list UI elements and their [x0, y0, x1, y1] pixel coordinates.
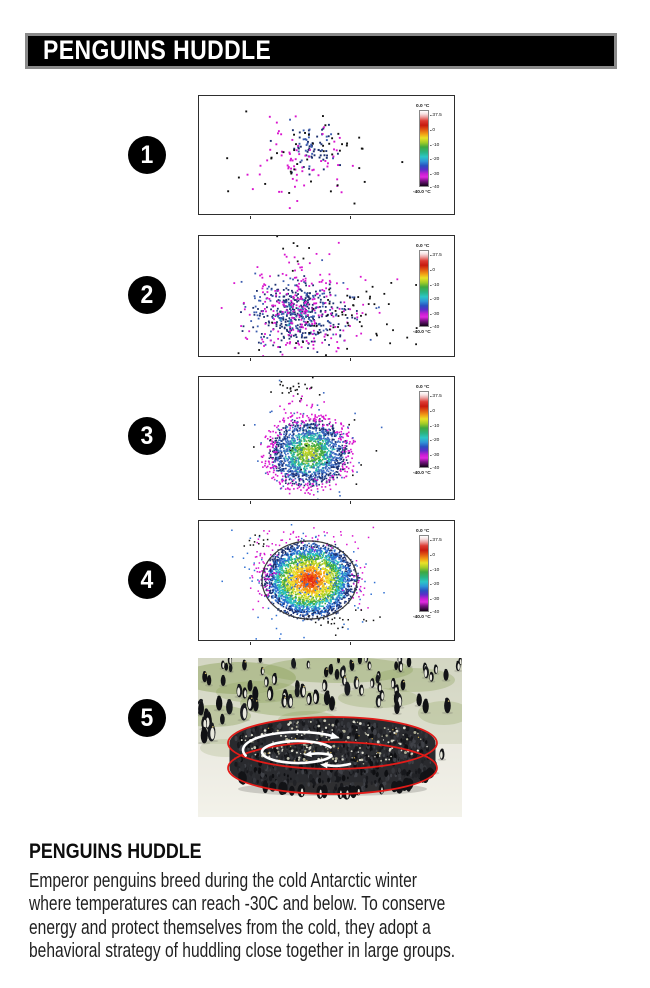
colorbar-min-label: -40.0 °C — [413, 329, 431, 335]
axis-tick — [350, 215, 351, 219]
colorbar-gradient — [419, 535, 429, 612]
colorbar-scale: 37.5 0 -10 -20 -30 -40 — [413, 535, 453, 615]
colorbar-min-label: -40.0 °C — [413, 470, 431, 476]
colorbar-tick: 37.5 — [430, 393, 442, 399]
colorbar-tick: -40 — [430, 465, 440, 471]
simulation-panel-3: 0.0 °C 37.5 0 -10 -20 -30 -40 -40.0 °C — [198, 376, 455, 504]
colorbar-tick: 37.5 — [430, 252, 442, 258]
colorbar-tick: -20 — [430, 581, 440, 587]
page-title: PENGUINS HUDDLE — [43, 34, 272, 65]
step-3-number: 3 — [140, 421, 154, 450]
simulation-panel-4: 0.0 °C 37.5 0 -10 -20 -30 -40 -40.0 °C — [198, 520, 455, 645]
scatter-plot-3 — [199, 377, 454, 499]
colorbar-tick: -30 — [430, 596, 440, 602]
colorbar-gradient — [419, 391, 429, 468]
colorbar-max-label: 0.0 °C — [416, 243, 430, 249]
step-3-badge: 3 — [128, 417, 166, 455]
temperature-colorbar-2: 0.0 °C 37.5 0 -10 -20 -30 -40 -40.0 °C — [413, 243, 453, 335]
step-4-badge: 4 — [128, 561, 166, 599]
step-2-badge: 2 — [128, 276, 166, 314]
axis-tick — [350, 500, 351, 504]
temperature-colorbar-3: 0.0 °C 37.5 0 -10 -20 -30 -40 -40.0 °C — [413, 384, 453, 476]
simulation-panel-1: 0.0 °C 37.5 0 -10 -20 -30 -40 -40.0 °C — [198, 95, 455, 219]
colorbar-tick: 0 — [430, 552, 436, 558]
colorbar-tick: -10 — [430, 423, 440, 429]
colorbar-scale: 37.5 0 -10 -20 -30 -40 — [413, 391, 453, 471]
colorbar-max-label: 0.0 °C — [416, 103, 430, 109]
colorbar-gradient — [419, 250, 429, 327]
step-4-number: 4 — [140, 565, 154, 594]
step-1-number: 1 — [140, 140, 154, 169]
colorbar-tick: -30 — [430, 311, 440, 317]
colorbar-tick: -10 — [430, 282, 440, 288]
axis-tick — [250, 215, 251, 219]
colorbar-tick: -10 — [430, 142, 440, 148]
colorbar-tick: -20 — [430, 437, 440, 443]
colorbar-tick: -20 — [430, 156, 440, 162]
colorbar-scale: 37.5 0 -10 -20 -30 -40 — [413, 250, 453, 330]
step-5-number: 5 — [140, 703, 154, 732]
colorbar-scale: 37.5 0 -10 -20 -30 -40 — [413, 110, 453, 190]
colorbar-tick: -30 — [430, 452, 440, 458]
photo-canvas — [198, 658, 462, 817]
colorbar-max-label: 0.0 °C — [416, 384, 430, 390]
title-bar: PENGUINS HUDDLE — [25, 33, 617, 69]
colorbar-tick: 0 — [430, 127, 436, 133]
footer-paragraph: Emperor penguins breed during the cold A… — [29, 869, 590, 963]
colorbar-tick: 0 — [430, 408, 436, 414]
axis-tick — [250, 500, 251, 504]
colorbar-tick: -40 — [430, 324, 440, 330]
colorbar-gradient — [419, 110, 429, 187]
scatter-plot-4 — [199, 521, 454, 640]
scatter-plot-2 — [199, 236, 454, 356]
colorbar-tick: -10 — [430, 567, 440, 573]
axis-tick — [250, 641, 251, 645]
colorbar-tick: -20 — [430, 296, 440, 302]
simulation-panel-2: 0.0 °C 37.5 0 -10 -20 -30 -40 -40.0 °C — [198, 235, 455, 361]
axis-tick — [350, 357, 351, 361]
axis-tick — [350, 641, 351, 645]
scatter-plot-1 — [199, 96, 454, 214]
axis-tick — [250, 357, 251, 361]
colorbar-tick: -40 — [430, 184, 440, 190]
footer-line: Emperor penguins breed during the cold A… — [29, 869, 417, 892]
colorbar-tick: 0 — [430, 267, 436, 273]
colorbar-tick: 37.5 — [430, 537, 442, 543]
step-2-number: 2 — [140, 280, 154, 309]
step-5-badge: 5 — [128, 699, 166, 737]
footer-heading: PENGUINS HUDDLE — [29, 840, 202, 863]
footer-line: energy and protect themselves from the c… — [29, 915, 431, 939]
temperature-colorbar-1: 0.0 °C 37.5 0 -10 -20 -30 -40 -40.0 °C — [413, 103, 453, 195]
temperature-colorbar-4: 0.0 °C 37.5 0 -10 -20 -30 -40 -40.0 °C — [413, 528, 453, 620]
colorbar-tick: 37.5 — [430, 112, 442, 118]
colorbar-tick: -40 — [430, 609, 440, 615]
colorbar-min-label: -40.0 °C — [413, 189, 431, 195]
colorbar-tick: -30 — [430, 171, 440, 177]
colorbar-min-label: -40.0 °C — [413, 614, 431, 620]
footer-line: where temperatures can reach -30C and be… — [29, 892, 446, 916]
step-1-badge: 1 — [128, 136, 166, 174]
footer-line: behavioral strategy of huddling close to… — [29, 939, 456, 963]
penguin-huddle-photo — [198, 658, 462, 817]
colorbar-max-label: 0.0 °C — [416, 528, 430, 534]
